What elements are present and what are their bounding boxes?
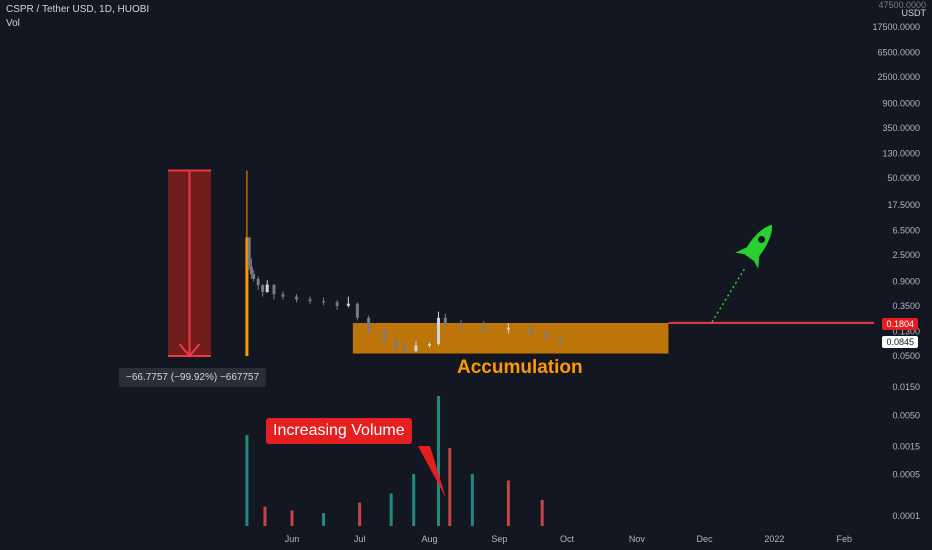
volume-bar xyxy=(448,448,452,526)
candle-body xyxy=(252,274,256,279)
currency-label: USDT xyxy=(901,8,927,18)
candle-body xyxy=(281,294,285,297)
accumulation-label: Accumulation xyxy=(457,357,583,378)
volume-bar xyxy=(506,480,510,526)
candle-body xyxy=(529,327,533,334)
candle-body xyxy=(295,296,299,300)
candle-body xyxy=(335,302,339,306)
rocket-icon xyxy=(711,224,772,323)
time-tick: Jun xyxy=(285,534,300,544)
rocket-icon xyxy=(735,224,772,269)
candle-body xyxy=(322,301,326,303)
candle-body xyxy=(459,324,463,327)
price-tick: 50.0000 xyxy=(887,173,920,183)
candle-body xyxy=(249,266,253,275)
volume-bar xyxy=(245,435,249,526)
candle-body xyxy=(443,317,447,325)
time-tick: Oct xyxy=(560,534,575,544)
candle-body xyxy=(256,278,260,286)
time-tick: 2022 xyxy=(764,534,784,544)
candle-body xyxy=(545,333,549,339)
volume-bars xyxy=(245,396,544,526)
price-tick: 6.5000 xyxy=(892,226,920,236)
time-tick: Nov xyxy=(629,534,646,544)
price-tick: 17.5000 xyxy=(887,200,920,210)
zone-rect xyxy=(352,322,669,354)
candle-body xyxy=(428,343,431,346)
time-axis: Jun Jul Aug Sep Oct Nov Dec 2022 Feb xyxy=(285,534,852,544)
candle-body xyxy=(437,317,441,344)
price-tick: 0.3500 xyxy=(892,301,920,311)
time-tick: Jul xyxy=(354,534,366,544)
callout-pointer xyxy=(418,446,446,498)
time-tick: Feb xyxy=(836,534,852,544)
volume-bar xyxy=(389,493,393,526)
price-tick: 0.9000 xyxy=(892,277,920,287)
level-price-tag: 0.1804 xyxy=(882,318,918,330)
price-tick: 0.0015 xyxy=(892,441,920,451)
candle-body xyxy=(346,303,350,306)
candle-body xyxy=(403,347,407,352)
time-tick: Dec xyxy=(696,534,713,544)
volume-bar xyxy=(290,510,294,526)
rocket-fin-left xyxy=(735,245,750,255)
price-tick: 900.0000 xyxy=(882,99,920,109)
rocket-fin-right xyxy=(753,252,760,269)
candle-body xyxy=(367,317,371,332)
price-tick: 0.0050 xyxy=(892,410,920,420)
time-tick: Sep xyxy=(491,534,507,544)
candle-body xyxy=(261,285,265,292)
price-tick: 17500.0000 xyxy=(872,22,920,32)
price-tick: 0.0150 xyxy=(892,382,920,392)
volume-bar xyxy=(470,474,474,526)
measure-label: −66.7757 (−99.92%) −667757 xyxy=(119,368,267,387)
price-tick: 2500.0000 xyxy=(877,72,920,82)
price-tick: 2.5000 xyxy=(892,250,920,260)
volume-callout: Increasing Volume xyxy=(266,418,412,444)
price-tick: 130.0000 xyxy=(882,148,920,158)
candle-body xyxy=(394,340,398,348)
price-axis: 17500.0000 6500.0000 2500.0000 900.0000 350.… xyxy=(872,22,920,521)
chart-title: CSPR / Tether USD, 1D, HUOBI xyxy=(6,4,150,15)
drop-measure xyxy=(168,169,211,358)
callout-pointer-tail xyxy=(418,446,446,498)
volume-bar xyxy=(412,474,416,526)
candle-body xyxy=(308,299,312,302)
rocket-window xyxy=(758,235,766,243)
last-price-tag: 0.0845 xyxy=(882,336,918,348)
price-tick: 0.0005 xyxy=(892,470,920,480)
rocket-trajectory xyxy=(711,267,746,323)
candle-body xyxy=(382,331,386,341)
candle-body xyxy=(482,326,486,330)
price-tick: 0.1300 xyxy=(892,326,920,336)
top-cut-tick: 47500.0000 xyxy=(878,0,926,10)
price-tick: 0.0001 xyxy=(892,511,920,521)
candle-body xyxy=(558,338,562,343)
time-tick: Aug xyxy=(421,534,437,544)
volume-bar xyxy=(322,513,326,526)
volume-bar xyxy=(263,506,267,526)
candle-body xyxy=(355,303,359,318)
volume-bar xyxy=(437,396,441,526)
price-tick: 6500.0000 xyxy=(877,48,920,58)
rocket-body xyxy=(744,224,772,261)
candle-body xyxy=(506,327,510,330)
price-tick: 0.0500 xyxy=(892,351,920,361)
candles xyxy=(245,170,562,356)
volume-bar xyxy=(540,500,544,526)
candle-body xyxy=(247,237,251,267)
candle-body xyxy=(265,284,269,292)
candle-body xyxy=(414,345,418,352)
candle-body xyxy=(245,237,249,356)
volume-bar xyxy=(358,502,362,526)
accumulation-zone xyxy=(352,322,669,354)
price-tick: 350.0000 xyxy=(882,123,920,133)
measure-arrow-head xyxy=(178,343,201,358)
volume-label: Vol xyxy=(6,18,20,29)
candle-body xyxy=(272,284,276,295)
